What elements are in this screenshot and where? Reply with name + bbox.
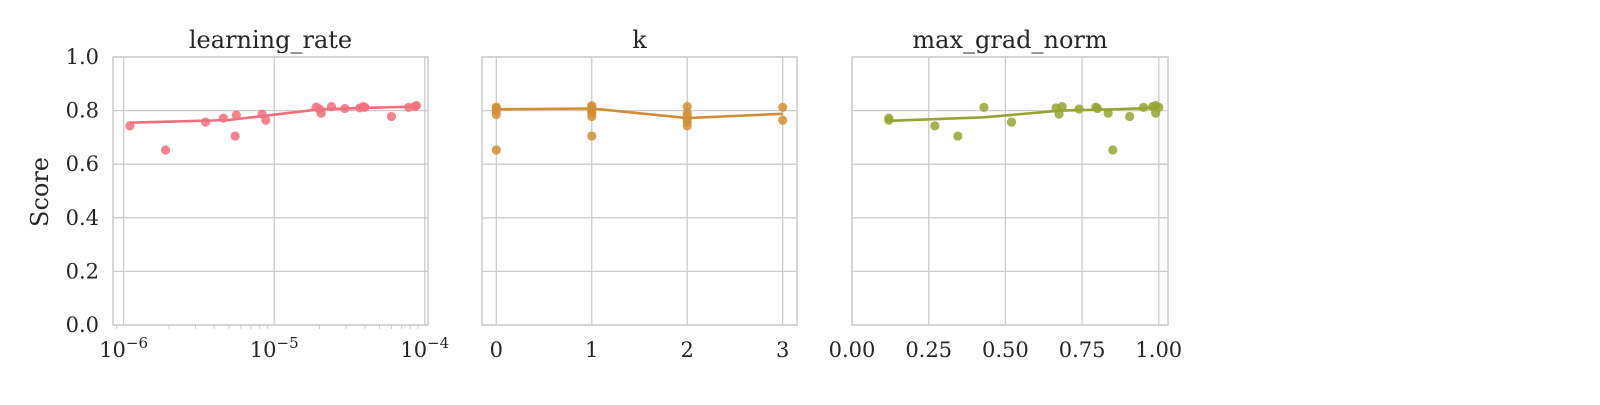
data-point xyxy=(491,145,501,155)
data-point xyxy=(778,102,788,112)
y-tick-label: 0.8 xyxy=(66,99,99,123)
x-tick-label: 0.75 xyxy=(1059,338,1106,362)
x-tick-label: 0.50 xyxy=(982,338,1029,362)
data-point xyxy=(953,131,963,141)
x-tick-label: 2 xyxy=(681,338,694,362)
x-tick-label: 0 xyxy=(490,338,503,362)
data-point xyxy=(682,108,692,118)
plot-frame xyxy=(481,56,798,326)
data-point xyxy=(1092,103,1103,114)
data-point xyxy=(316,108,326,118)
data-point xyxy=(491,102,501,112)
data-point xyxy=(587,101,597,111)
data-point xyxy=(1103,108,1113,118)
trend-line xyxy=(496,107,783,120)
plot-frame xyxy=(851,56,1169,326)
x-tick-label: 10−4 xyxy=(400,334,449,362)
plot-frame xyxy=(112,56,429,326)
data-point xyxy=(125,121,135,131)
data-point xyxy=(1108,145,1118,155)
x-tick-label: 1 xyxy=(585,338,598,362)
data-point xyxy=(1006,117,1017,127)
y-tick-label: 0.2 xyxy=(66,259,99,283)
data-point xyxy=(161,145,171,155)
y-tick-label: 0.0 xyxy=(66,313,99,337)
data-point xyxy=(200,117,211,127)
panel-title: learning_rate xyxy=(189,26,352,54)
x-tick-label: 1.00 xyxy=(1135,338,1182,362)
data-point xyxy=(930,121,940,131)
y-tick-label: 0.6 xyxy=(66,152,99,176)
data-point xyxy=(682,101,692,112)
data-point xyxy=(360,102,370,112)
data-point xyxy=(386,111,397,122)
panel-title: k xyxy=(632,26,647,54)
data-point xyxy=(411,100,422,111)
data-point xyxy=(1138,102,1149,112)
data-point xyxy=(230,131,240,141)
x-tick-label: 10−6 xyxy=(99,334,148,362)
data-point xyxy=(326,101,337,112)
x-tick-label: 3 xyxy=(776,338,789,362)
panel-learning-rate: learning_rate 0.0 0.2 0.4 0.6 0.8 1.0 10−6 10−5 1… xyxy=(66,26,450,362)
data-point xyxy=(884,115,894,125)
y-axis-label: Score xyxy=(26,157,54,227)
data-point xyxy=(340,103,350,114)
data-point xyxy=(231,110,241,120)
data-point xyxy=(778,115,788,125)
data-point xyxy=(1074,104,1084,114)
data-point xyxy=(1054,109,1064,119)
x-tick-label: 10−5 xyxy=(250,334,299,362)
panel-title: max_grad_norm xyxy=(912,26,1107,54)
data-point xyxy=(587,131,597,141)
data-point xyxy=(1057,101,1067,112)
y-tick-label: 0.4 xyxy=(66,206,99,230)
panel-max-grad-norm: max_grad_norm 0.00 0.25 0.50 0.75 1.00 xyxy=(829,26,1183,362)
panel-k: k 0 1 2 3 xyxy=(481,26,798,362)
x-tick-label: 0.25 xyxy=(905,338,952,362)
y-tick-label: 1.0 xyxy=(66,45,99,69)
data-point xyxy=(979,102,989,112)
trend-line xyxy=(129,105,417,124)
data-point xyxy=(218,113,229,123)
data-point xyxy=(1125,111,1135,122)
data-point xyxy=(1154,102,1164,112)
x-tick-label: 0.00 xyxy=(829,338,876,362)
data-point xyxy=(261,115,271,125)
